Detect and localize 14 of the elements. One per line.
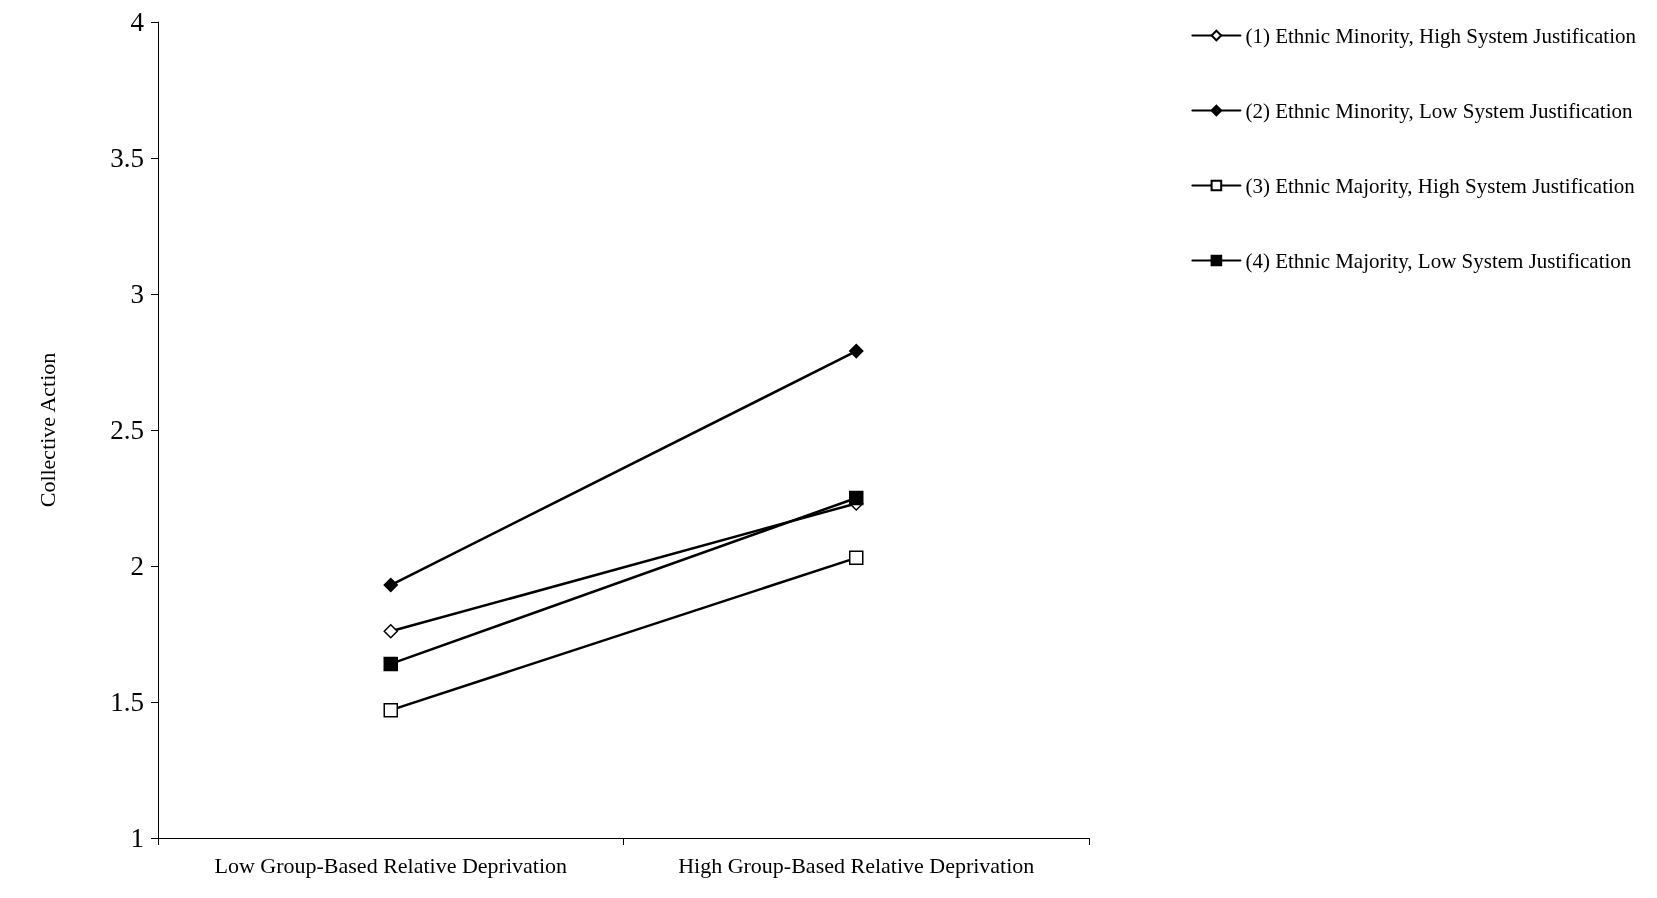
y-tick-label: 4 — [130, 7, 145, 37]
x-tick-label: High Group-Based Relative Deprivation — [678, 852, 1035, 878]
x-tick-label: Low Group-Based Relative Deprivation — [214, 852, 568, 878]
legend-label: (2) Ethnic Minority, Low System Justification — [1245, 98, 1633, 123]
y-tick-label: 2.5 — [110, 415, 144, 445]
y-tick-label: 1.5 — [110, 687, 144, 717]
legend-label: (4) Ethnic Majority, Low System Justification — [1245, 248, 1632, 273]
legend-label: (3) Ethnic Majority, High System Justification — [1245, 173, 1636, 198]
y-tick-label: 3.5 — [110, 143, 144, 173]
y-tick-label: 3 — [130, 279, 144, 309]
y-tick-label: 2 — [130, 551, 144, 581]
y-axis-title: Collective Action — [34, 352, 60, 508]
y-tick-label: 1 — [130, 823, 144, 853]
legend-label: (1) Ethnic Minority, High System Justification — [1245, 23, 1637, 48]
